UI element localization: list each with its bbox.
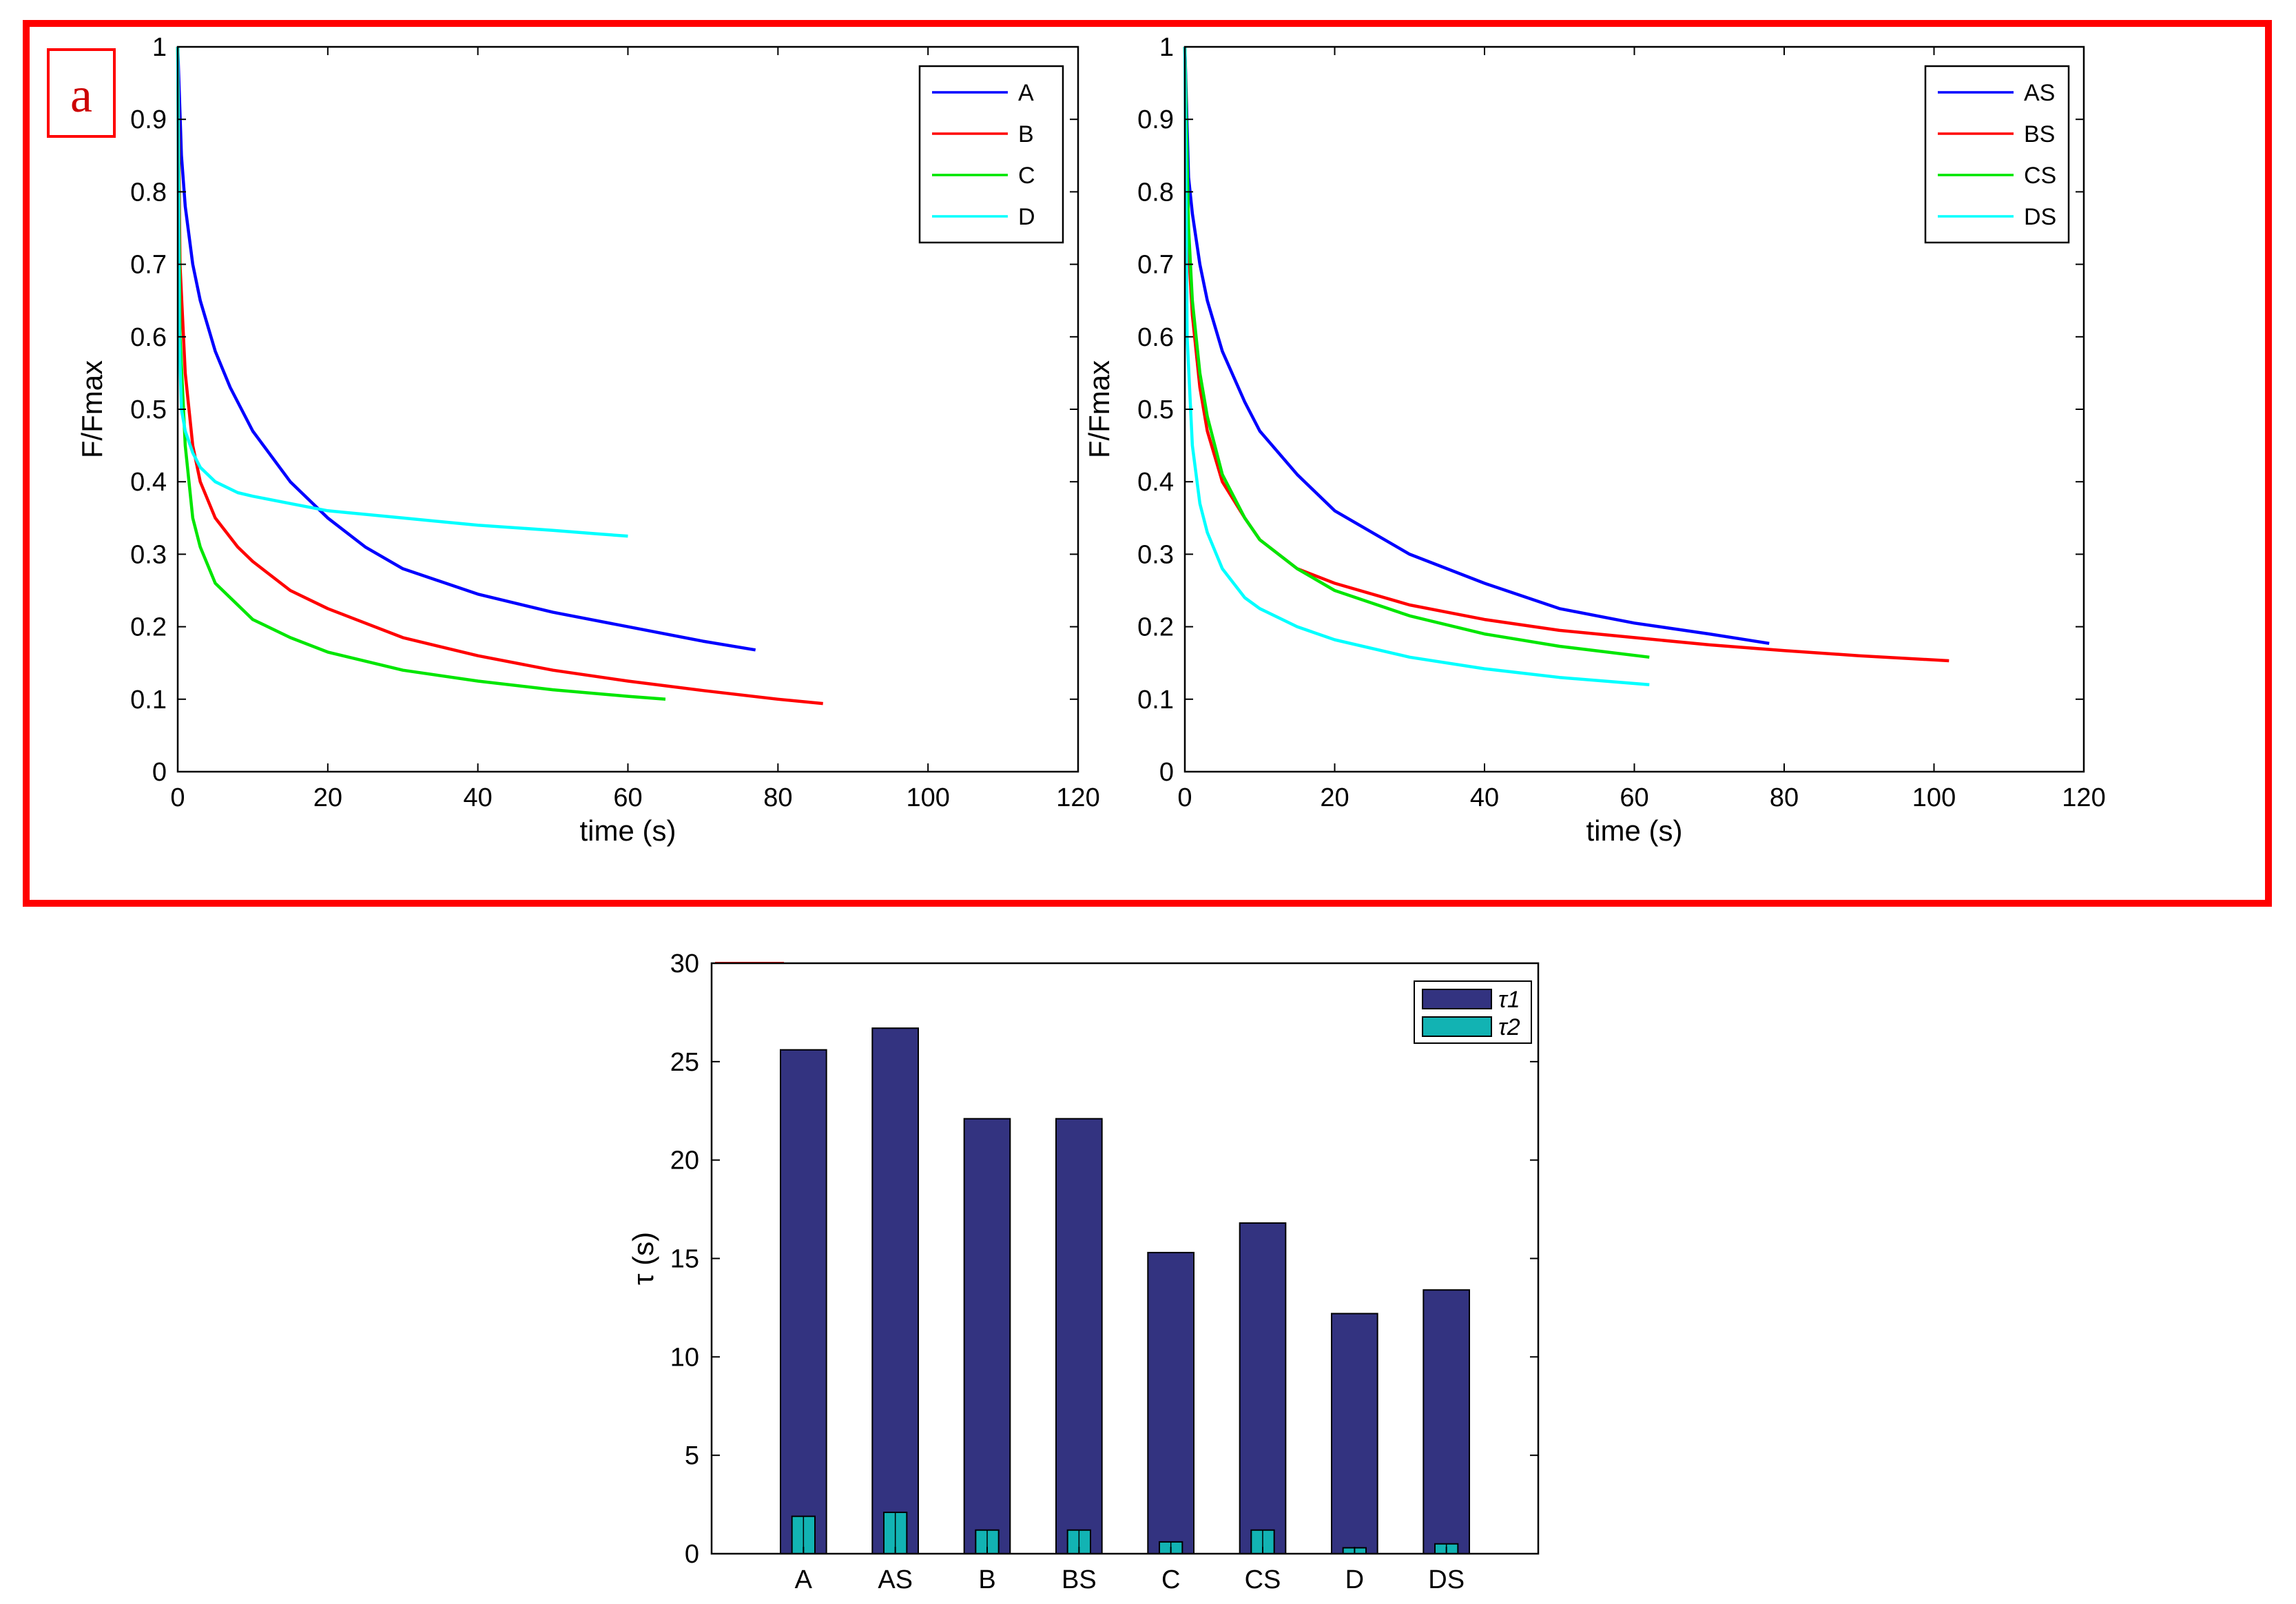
x-tick-label: 100 — [906, 783, 949, 812]
x-tick-label: 40 — [464, 783, 493, 812]
y-tick-label: 0.3 — [1137, 540, 1174, 569]
y-tick-label: 0.3 — [130, 540, 167, 569]
x-tick-label: 80 — [763, 783, 792, 812]
line-chart-right: 0 20 40 60 80 100 120 0 0.1 0.2 0.3 0.4 0.5 0.6 0.7 0.8… — [1083, 33, 2106, 847]
y-tick-label: 0.5 — [1137, 395, 1174, 424]
legend-box — [918, 65, 1064, 244]
x-tick-label: 60 — [1620, 783, 1648, 812]
x-tick-label: CS — [1245, 1565, 1281, 1594]
legend-swatch-tau1 — [1422, 989, 1492, 1009]
y-tick-label: 30 — [670, 949, 699, 978]
y-axis-label: F/Fmax — [1083, 360, 1115, 458]
bar-tau1-bs — [1055, 1118, 1103, 1554]
y-tick-label: 0.2 — [1137, 613, 1174, 642]
legend-label-cs: CS — [2024, 163, 2056, 189]
x-tick-label: DS — [1428, 1565, 1465, 1594]
y-tick-label: 0 — [152, 758, 167, 787]
legend-label-ds: DS — [2024, 204, 2056, 230]
x-tick-label: 20 — [1320, 783, 1349, 812]
series-line-as — [1183, 46, 1770, 646]
series-line-a — [176, 46, 756, 652]
x-tick-label: D — [1345, 1565, 1364, 1594]
legend: AS BS CS DS — [1924, 65, 2070, 244]
legend-label-as: AS — [2024, 80, 2055, 106]
x-tick-label: B — [978, 1565, 995, 1594]
x-tick-label: C — [1161, 1565, 1180, 1594]
legend-label-d: D — [1018, 204, 1035, 230]
legend-box — [1924, 65, 2070, 244]
x-axis-label: time (s) — [580, 814, 676, 847]
legend-label-c: C — [1018, 163, 1035, 189]
x-tick-label: A — [795, 1565, 813, 1594]
series-line-bs — [1183, 46, 1949, 663]
bar-tau1-ds — [1423, 1289, 1470, 1554]
y-tick-label: 0.9 — [130, 105, 167, 134]
panel-a-label: a — [47, 48, 116, 138]
bar-tau1-a — [780, 1049, 827, 1554]
y-axis-label: F/Fmax — [76, 360, 108, 458]
legend-label-bs: BS — [2024, 121, 2055, 147]
x-axis-label: time (s) — [1586, 814, 1683, 847]
x-tick-label: 0 — [170, 783, 185, 812]
y-tick-label: 0.5 — [130, 395, 167, 424]
x-tick-label: 20 — [313, 783, 342, 812]
series-line-cs — [1183, 46, 1650, 659]
y-tick-label: 0.6 — [130, 323, 167, 352]
y-tick-label: 0 — [1159, 758, 1174, 787]
y-tick-label: 0.9 — [1137, 105, 1174, 134]
bar-tau1-cs — [1239, 1222, 1287, 1554]
bar-tau1-as — [871, 1027, 920, 1554]
legend-label-b: B — [1018, 121, 1034, 147]
y-axis-label: τ (s) — [627, 1232, 659, 1285]
y-tick-label: 0.7 — [1137, 251, 1174, 280]
legend-swatch-tau2 — [1422, 1016, 1492, 1037]
y-tick-label: 5 — [685, 1441, 699, 1470]
legend-label-a: A — [1018, 80, 1034, 106]
x-tick-label: 120 — [2062, 783, 2105, 812]
y-tick-label: 0.1 — [130, 686, 167, 714]
x-tick-label: 0 — [1177, 783, 1192, 812]
y-tick-label: 0.6 — [1137, 323, 1174, 352]
y-tick-label: 15 — [670, 1245, 699, 1274]
y-tick-label: 0.4 — [130, 468, 167, 497]
y-tick-label: 0.4 — [1137, 468, 1174, 497]
x-tick-label: 80 — [1770, 783, 1799, 812]
legend-label-tau2: τ2 — [1498, 1014, 1520, 1040]
y-tick-label: 1 — [152, 33, 167, 62]
x-tick-label: BS — [1062, 1565, 1097, 1594]
y-tick-label: 0 — [685, 1540, 699, 1569]
bar-tau1-d — [1331, 1313, 1378, 1555]
y-tick-label: 0.8 — [1137, 178, 1174, 207]
bar-tau1-b — [963, 1118, 1011, 1554]
series-line-d — [176, 46, 628, 538]
series-line-b — [176, 46, 823, 706]
x-tick-label: 100 — [1912, 783, 1956, 812]
y-tick-label: 10 — [670, 1343, 699, 1372]
y-tick-label: 0.8 — [130, 178, 167, 207]
line-chart-left: 0 20 40 60 80 100 120 0 0.1 0.2 0.3 0.4 0.5 0.6 0.7 0.8… — [76, 33, 1100, 847]
series-line-c — [176, 46, 666, 701]
y-tick-label: 0.1 — [1137, 686, 1174, 714]
panel-a-frame — [23, 20, 2272, 907]
x-tick-label: 120 — [1056, 783, 1099, 812]
y-tick-label: 25 — [670, 1048, 699, 1077]
x-tick-label: 40 — [1470, 783, 1499, 812]
y-tick-label: 20 — [670, 1147, 699, 1175]
panel-a-letter: a — [70, 68, 92, 123]
legend-label-tau1: τ1 — [1498, 987, 1520, 1013]
y-tick-label: 1 — [1159, 33, 1174, 62]
bar-tau1-c — [1147, 1251, 1195, 1555]
series-line-ds — [1183, 46, 1650, 687]
x-tick-label: 60 — [613, 783, 642, 812]
y-tick-label: 0.7 — [130, 251, 167, 280]
y-tick-label: 0.2 — [130, 613, 167, 642]
x-tick-label: AS — [878, 1565, 913, 1594]
plot-area — [712, 963, 1538, 1554]
